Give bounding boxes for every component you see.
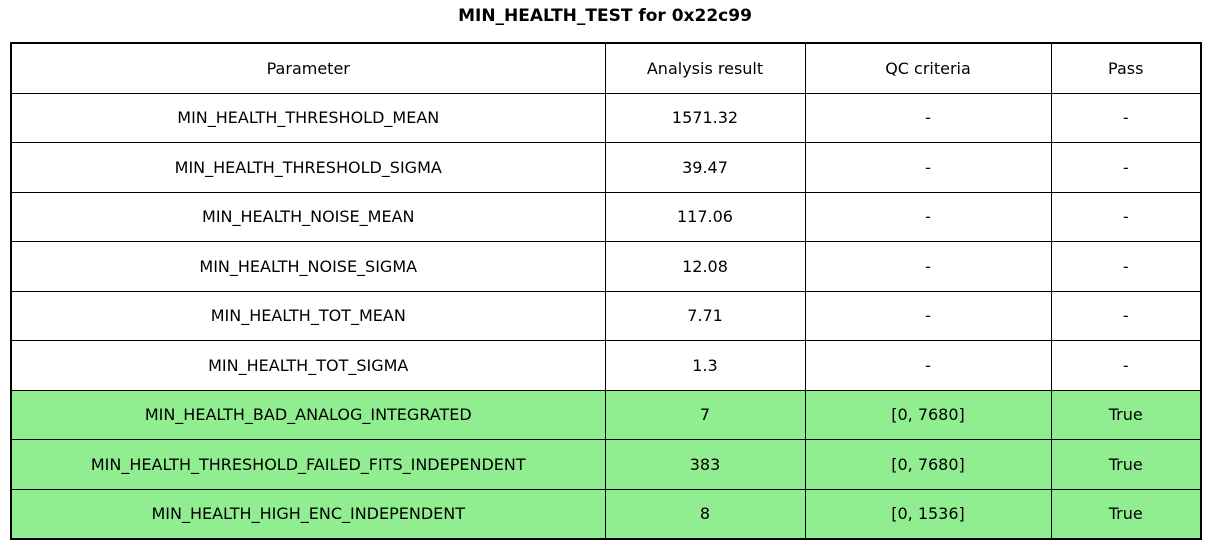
header-row: Parameter Analysis result QC criteria Pass [10, 42, 1202, 94]
cell-parameter: MIN_HEALTH_NOISE_SIGMA [10, 241, 606, 292]
cell-pass: - [1050, 142, 1202, 193]
cell-parameter: MIN_HEALTH_HIGH_ENC_INDEPENDENT [10, 488, 606, 540]
cell-qc-criteria: - [804, 340, 1052, 391]
cell-qc-criteria: - [804, 290, 1052, 341]
table-row: MIN_HEALTH_TOT_MEAN 7.71- - [10, 290, 1202, 341]
table-row: MIN_HEALTH_TOT_SIGMA 1.3- - [10, 340, 1202, 391]
chart-title: MIN_HEALTH_TEST for 0x22c99 [458, 6, 752, 26]
cell-pass: - [1050, 191, 1202, 242]
table-row: MIN_HEALTH_THRESHOLD_SIGMA 39.47- - [10, 142, 1202, 193]
cell-qc-criteria: [0, 7680] [804, 439, 1052, 490]
cell-analysis-result: 8 [604, 488, 806, 540]
column-header: QC criteria [804, 42, 1052, 94]
cell-parameter: MIN_HEALTH_NOISE_MEAN [10, 191, 606, 242]
cell-pass: True [1050, 488, 1202, 540]
cell-qc-criteria: - [804, 191, 1052, 242]
cell-qc-criteria: - [804, 92, 1052, 143]
cell-analysis-result: 7.71 [604, 290, 806, 341]
table-row: MIN_HEALTH_NOISE_SIGMA 12.08- - [10, 241, 1202, 292]
column-header: Parameter [10, 42, 606, 94]
cell-pass: - [1050, 290, 1202, 341]
cell-analysis-result: 383 [604, 439, 806, 490]
cell-analysis-result: 1571.32 [604, 92, 806, 143]
qc-table: Parameter Analysis result QC criteria Pass … [10, 42, 1202, 540]
cell-analysis-result: 7 [604, 389, 806, 440]
table-row: MIN_HEALTH_HIGH_ENC_INDEPENDENT 8 [0, 1536… [10, 488, 1202, 540]
cell-pass: True [1050, 389, 1202, 440]
cell-qc-criteria: - [804, 241, 1052, 292]
cell-pass: - [1050, 340, 1202, 391]
column-header: Pass [1050, 42, 1202, 94]
table-row: MIN_HEALTH_NOISE_MEAN 117.06- - [10, 191, 1202, 242]
cell-qc-criteria: [0, 1536] [804, 488, 1052, 540]
cell-parameter: MIN_HEALTH_TOT_MEAN [10, 290, 606, 341]
cell-pass: True [1050, 439, 1202, 490]
table-row: MIN_HEALTH_BAD_ANALOG_INTEGRATED 7 [0, 768… [10, 389, 1202, 440]
table-row: MIN_HEALTH_THRESHOLD_MEAN 1571.32- - [10, 92, 1202, 143]
cell-parameter: MIN_HEALTH_THRESHOLD_MEAN [10, 92, 606, 143]
cell-analysis-result: 12.08 [604, 241, 806, 292]
qc-table-body: MIN_HEALTH_THRESHOLD_MEAN 1571.32- - MIN_HE… [10, 92, 1202, 540]
cell-pass: - [1050, 92, 1202, 143]
cell-analysis-result: 117.06 [604, 191, 806, 242]
cell-qc-criteria: [0, 7680] [804, 389, 1052, 440]
cell-parameter: MIN_HEALTH_TOT_SIGMA [10, 340, 606, 391]
cell-analysis-result: 1.3 [604, 340, 806, 391]
cell-parameter: MIN_HEALTH_THRESHOLD_SIGMA [10, 142, 606, 193]
qc-table-header: Parameter Analysis result QC criteria Pass [10, 42, 1202, 94]
table-row: MIN_HEALTH_THRESHOLD_FAILED_FITS_INDEPEN… [10, 439, 1202, 490]
cell-qc-criteria: - [804, 142, 1052, 193]
cell-analysis-result: 39.47 [604, 142, 806, 193]
cell-parameter: MIN_HEALTH_BAD_ANALOG_INTEGRATED [10, 389, 606, 440]
column-header: Analysis result [604, 42, 806, 94]
cell-pass: - [1050, 241, 1202, 292]
cell-parameter: MIN_HEALTH_THRESHOLD_FAILED_FITS_INDEPEN… [10, 439, 606, 490]
